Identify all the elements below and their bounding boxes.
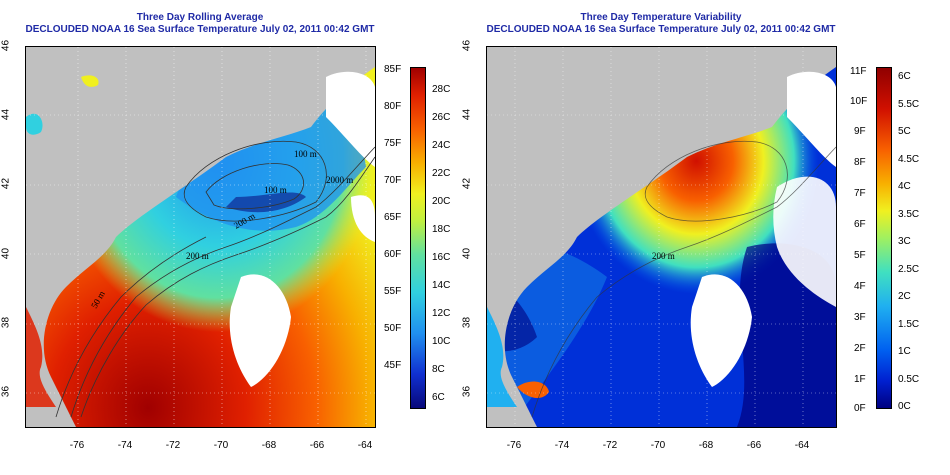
colorbar-label-f: 60F — [384, 249, 402, 260]
y-tick-label: 44 — [461, 108, 473, 121]
x-tick-label: -68 — [698, 440, 714, 451]
y-tick-label: 40 — [0, 247, 12, 260]
y-tick-label: 36 — [461, 385, 473, 398]
x-tick-label: -72 — [602, 440, 618, 451]
colorbar-label-c: 28C — [432, 84, 451, 95]
left-sst-map: 100 m 100 m 2000 m 200 m 200 m 50 m — [25, 46, 376, 428]
x-tick-label: -68 — [261, 440, 277, 451]
x-tick-label: -72 — [165, 440, 181, 451]
colorbar-label-f: 2F — [854, 343, 866, 354]
colorbar-label-c: 20C — [432, 196, 451, 207]
contour-label: 200 m — [652, 251, 675, 261]
right-map-title: Three Day Temperature Variability — [580, 12, 742, 23]
x-tick-label: -64 — [357, 440, 373, 451]
colorbar-label-f: 45F — [384, 360, 402, 371]
colorbar-label-c: 6C — [898, 71, 911, 82]
colorbar-label-c: 18C — [432, 224, 451, 235]
colorbar-label-c: 1C — [898, 346, 911, 357]
left-graticule — [26, 47, 375, 427]
colorbar-label-f: 8F — [854, 157, 866, 168]
left-map-title: Three Day Rolling Average — [136, 12, 264, 23]
left-colorbar — [410, 67, 426, 409]
colorbar-label-c: 1.5C — [898, 319, 920, 330]
y-tick-label: 46 — [0, 39, 12, 52]
colorbar-label-f: 6F — [854, 219, 866, 230]
colorbar-label-f: 70F — [384, 175, 402, 186]
colorbar-label-c: 4.5C — [898, 154, 920, 165]
colorbar-label-f: 3F — [854, 312, 866, 323]
contour-label: 2000 m — [326, 175, 353, 185]
x-tick-label: -66 — [309, 440, 325, 451]
left-contour-200m — [70, 146, 375, 418]
colorbar-label-c: 22C — [432, 168, 451, 179]
x-tick-label: -76 — [506, 440, 522, 451]
colorbar-label-f: 9F — [854, 126, 866, 137]
x-tick-label: -76 — [69, 440, 85, 451]
x-tick-label: -64 — [794, 440, 810, 451]
colorbar-label-f: 65F — [384, 212, 402, 223]
colorbar-label-f: 7F — [854, 188, 866, 199]
colorbar-label-f: 11F — [850, 66, 867, 77]
y-tick-label: 46 — [461, 39, 473, 52]
colorbar-label-c: 3C — [898, 236, 911, 247]
left-land-mass — [26, 47, 375, 427]
y-tick-label: 36 — [0, 385, 12, 398]
y-tick-label: 44 — [0, 108, 12, 121]
x-tick-label: -66 — [746, 440, 762, 451]
y-tick-label: 42 — [0, 177, 12, 190]
right-graticule — [487, 47, 836, 427]
colorbar-label-f: 80F — [384, 101, 402, 112]
colorbar-label-c: 4C — [898, 181, 911, 192]
right-cloud-central — [690, 274, 752, 387]
colorbar-label-c: 10C — [432, 336, 451, 347]
colorbar-label-c: 12C — [432, 308, 451, 319]
x-tick-label: -74 — [554, 440, 570, 451]
colorbar-label-f: 5F — [854, 250, 866, 261]
colorbar-label-c: 2.5C — [898, 264, 920, 275]
colorbar-label-c: 0.5C — [898, 374, 920, 385]
right-land-mass — [487, 47, 836, 427]
colorbar-label-c: 5.5C — [898, 99, 920, 110]
y-tick-label: 38 — [0, 316, 12, 329]
colorbar-label-f: 0F — [854, 403, 866, 414]
colorbar-label-c: 0C — [898, 401, 911, 412]
x-tick-label: -70 — [650, 440, 666, 451]
x-tick-label: -74 — [117, 440, 133, 451]
left-cloud-central — [229, 274, 291, 387]
y-tick-label: 42 — [461, 177, 473, 190]
colorbar-label-f: 10F — [850, 96, 868, 107]
colorbar-label-c: 2C — [898, 291, 911, 302]
left-map-subtitle: DECLOUDED NOAA 16 Sea Surface Temperatur… — [25, 24, 375, 35]
colorbar-label-f: 75F — [384, 138, 402, 149]
left-cloud-ne — [326, 71, 375, 167]
right-contour-200m — [531, 146, 836, 418]
colorbar-label-f: 85F — [384, 64, 402, 75]
colorbar-label-c: 14C — [432, 280, 451, 291]
contour-label: 100 m — [264, 185, 287, 195]
right-variability-map: 200 m — [486, 46, 837, 428]
colorbar-label-f: 4F — [854, 281, 866, 292]
x-tick-label: -70 — [213, 440, 229, 451]
right-colorbar — [876, 67, 892, 409]
colorbar-label-f: 55F — [384, 286, 402, 297]
y-tick-label: 38 — [461, 316, 473, 329]
y-tick-label: 40 — [461, 247, 473, 260]
right-cloud-ne — [787, 71, 836, 167]
colorbar-label-c: 3.5C — [898, 209, 920, 220]
left-map-svg: 100 m 100 m 2000 m 200 m 200 m 50 m — [26, 47, 375, 427]
contour-label: 100 m — [294, 149, 317, 159]
colorbar-label-c: 16C — [432, 252, 451, 263]
colorbar-label-c: 5C — [898, 126, 911, 137]
colorbar-label-c: 26C — [432, 112, 451, 123]
colorbar-label-c: 24C — [432, 140, 451, 151]
right-map-svg: 200 m — [487, 47, 836, 427]
colorbar-label-f: 1F — [854, 374, 866, 385]
contour-label: 200 m — [186, 251, 209, 261]
colorbar-label-c: 8C — [432, 364, 445, 375]
right-map-subtitle: DECLOUDED NOAA 16 Sea Surface Temperatur… — [486, 24, 836, 35]
colorbar-label-c: 6C — [432, 392, 445, 403]
colorbar-label-f: 50F — [384, 323, 402, 334]
